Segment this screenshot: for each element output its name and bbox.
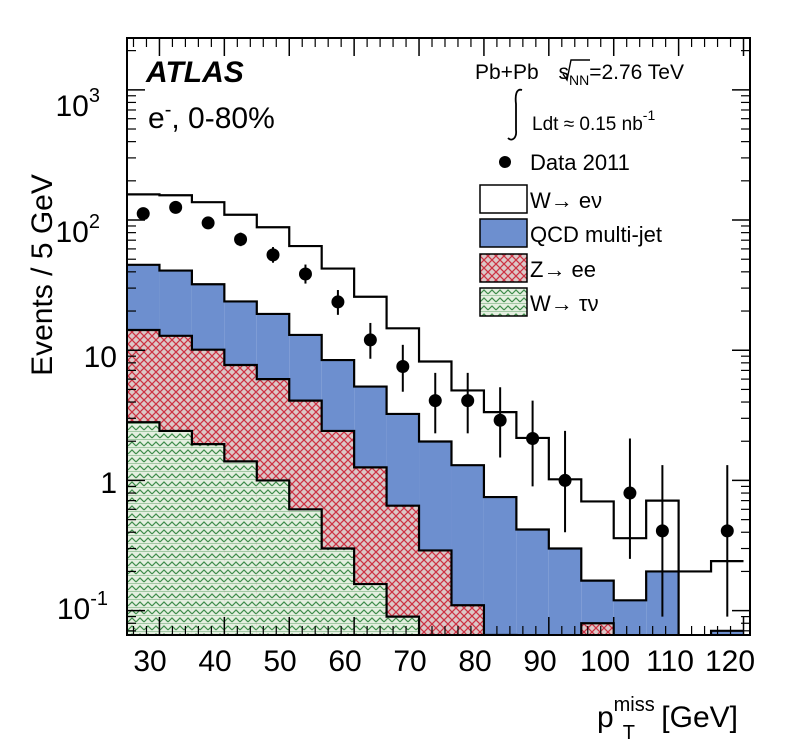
stack-outline-zee [127, 328, 615, 635]
legend-swatch-w-taunu [479, 287, 528, 317]
stack-outline-we [127, 193, 744, 573]
stack-outline-qcdmultijet [127, 263, 744, 635]
bin-0-0 [127, 422, 160, 635]
data-point [136, 207, 150, 221]
luminosity-label: Ldt ≈ 0.15 nb-1 [532, 107, 655, 135]
collision-system: Pb+Pb sNN=2.76 TeV [475, 61, 684, 88]
x-tick-label: 40 [198, 645, 231, 678]
y-tick-labels: 10-1 1 10 102 103 [56, 85, 118, 626]
bin-2-11 [483, 497, 517, 635]
y-tick-label-0.1: 10-1 [57, 588, 108, 626]
data-point [526, 431, 540, 445]
data-point [234, 232, 248, 246]
data-point [558, 473, 572, 487]
bin-2-18 [711, 630, 744, 635]
bin-0-5 [289, 509, 322, 635]
bin-2-15 [613, 600, 647, 635]
data-point [428, 394, 442, 408]
axis-ticks [127, 38, 750, 635]
atlas-label: ATLAS [145, 56, 244, 89]
legend: Data 2011 W→ eν QCD multi-jet Z→ ee W→ τ… [479, 150, 662, 317]
legend-label-w-enu: W→ eν [530, 188, 602, 213]
legend-swatch-qcd [479, 218, 528, 248]
bin-0-4 [256, 480, 290, 635]
data-point [461, 394, 475, 408]
y-tick-label-1000: 103 [56, 85, 101, 123]
channel-label: e-, 0-80% [148, 99, 275, 135]
x-tick-labels: 30 40 50 60 70 80 90 100 110 120 [133, 645, 755, 678]
x-tick-label: 60 [328, 645, 361, 678]
plot-frame [126, 37, 751, 636]
bin-1-14 [581, 623, 614, 635]
bin-0-2 [191, 444, 225, 635]
data-point [623, 486, 637, 500]
collision-info: Pb+Pb sNN=2.76 TeV [475, 59, 684, 88]
x-tick-label: 90 [523, 645, 556, 678]
legend-label-data: Data 2011 [530, 150, 630, 175]
bin-0-1 [159, 430, 192, 635]
data-point [201, 216, 215, 230]
stacked-histograms [127, 193, 744, 635]
stack-outline-w [127, 421, 421, 635]
bin-1-10 [451, 605, 484, 635]
sqrt-sign [562, 59, 590, 82]
y-tick-label-10: 10 [84, 341, 117, 374]
x-tick-label: 100 [580, 645, 630, 678]
bin-0-8 [386, 616, 420, 635]
y-tick-label-1: 1 [100, 467, 117, 500]
bin-1-9 [419, 550, 452, 635]
x-tick-label: 30 [133, 645, 166, 678]
data-point [298, 267, 312, 281]
bin-0-3 [224, 461, 257, 635]
legend-swatch-w-enu [479, 184, 528, 214]
x-tick-label: 70 [393, 645, 426, 678]
legend-swatch-zee [479, 253, 528, 283]
data-point [363, 333, 377, 347]
bin-0-7 [354, 584, 387, 635]
x-axis-title: pmiss T [GeV] [597, 694, 738, 744]
legend-label-zee: Z→ ee [530, 257, 596, 282]
data-point [266, 248, 280, 262]
data-point [720, 524, 734, 538]
data-point [655, 524, 669, 538]
legend-data-marker [499, 156, 511, 168]
bin-1-8 [386, 505, 420, 635]
data-point [493, 413, 507, 427]
bin-2-13 [548, 548, 582, 635]
legend-label-w-taunu: W→ τν [530, 291, 599, 316]
data-points [136, 200, 734, 617]
x-tick-label: 80 [458, 645, 491, 678]
x-tick-label: 110 [646, 645, 694, 678]
data-point [169, 200, 183, 214]
data-point [396, 359, 410, 373]
bin-3-17 [678, 571, 712, 635]
bin-0-6 [321, 548, 355, 635]
y-tick-label-100: 102 [56, 211, 101, 249]
data-point [331, 295, 345, 309]
integral-sign [507, 88, 523, 141]
x-tick-label: 120 [705, 645, 755, 678]
bin-2-12 [516, 529, 549, 635]
x-tick-label: 50 [263, 645, 296, 678]
luminosity-info: Ldt ≈ 0.15 nb-1 [507, 88, 655, 141]
bin-2-14 [581, 580, 614, 635]
legend-label-qcd: QCD multi-jet [530, 222, 662, 247]
y-axis-title: Events / 5 GeV [26, 174, 59, 376]
